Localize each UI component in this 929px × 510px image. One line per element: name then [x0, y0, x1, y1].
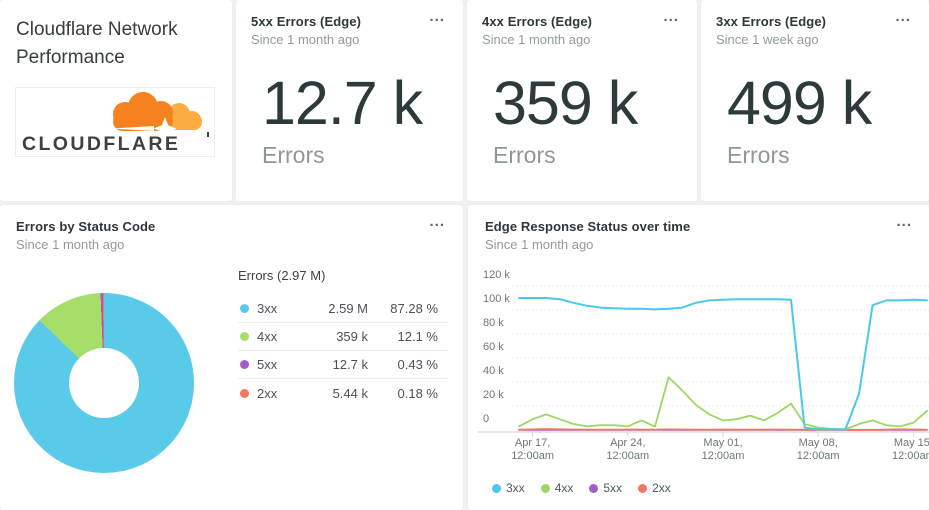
x-tick-label-time: 12:00am: [606, 450, 649, 462]
logo-trademark-tick: [207, 132, 209, 137]
y-tick-label: 80 k: [483, 317, 504, 329]
legend-item-3xx[interactable]: 3xx: [492, 481, 525, 495]
card-menu-icon[interactable]: ...: [663, 8, 679, 25]
line-card-title: Edge Response Status over time: [485, 219, 691, 234]
x-tick-label-date: Apr 17,: [515, 437, 550, 449]
facet-label: 2xx: [257, 385, 278, 401]
stat-value: 12.7 k: [262, 69, 423, 137]
facet-label: 4xx: [257, 329, 278, 344]
stat-unit: Errors: [493, 142, 556, 168]
pie-card-subtitle: Since 1 month ago: [16, 237, 125, 252]
y-tick-label: 20 k: [483, 389, 504, 401]
x-tick-label-time: 12:00am: [511, 450, 554, 462]
facet-row-3xx[interactable]: 3xx 2.59 M 87.28 %: [238, 295, 449, 323]
stat-card-subtitle: Since 1 week ago: [716, 32, 819, 47]
stat-card-subtitle: Since 1 month ago: [251, 32, 360, 47]
x-tick-label-date: May 08,: [799, 437, 838, 449]
line-card-subtitle: Since 1 month ago: [485, 237, 594, 252]
x-tick-label-time: 12:00am: [797, 450, 840, 462]
facet-percent: 87.28 %: [390, 301, 438, 316]
x-tick-label-date: Apr 24,: [610, 437, 645, 449]
series-color-dot: [240, 388, 249, 398]
card-menu-icon[interactable]: ...: [429, 8, 445, 25]
stat-value: 499 k: [727, 69, 872, 137]
facet-table-header: Errors (2.97 M): [238, 268, 326, 283]
facet-value: 12.7 k: [332, 357, 368, 372]
logo-star-icon: [112, 117, 177, 140]
y-tick-label: 0: [483, 413, 489, 425]
legend-item-4xx[interactable]: 4xx: [540, 481, 574, 495]
card-menu-icon[interactable]: ...: [895, 8, 911, 25]
donut-hole: [69, 348, 139, 418]
facet-row-5xx[interactable]: 5xx 12.7 k 0.43 %: [238, 351, 449, 379]
x-tick-label-date: May 01,: [703, 437, 742, 449]
y-tick-label: 60 k: [483, 341, 504, 353]
facet-label: 5xx: [257, 357, 278, 372]
legend-label: 5xx: [603, 481, 623, 495]
legend-label: 2xx: [652, 481, 671, 495]
cloudflare-logo: CLOUDFLARE: [15, 87, 215, 157]
facet-percent: 0.18 %: [397, 385, 438, 401]
legend-label: 3xx: [506, 481, 525, 495]
pie-card-title: Errors by Status Code: [16, 219, 156, 234]
errors-by-status-card: Errors by Status Code Since 1 month ago …: [0, 205, 463, 510]
series-line-4xx[interactable]: [518, 376, 928, 431]
logo-cloud-dark: [113, 92, 173, 131]
y-tick-label: 100 k: [483, 293, 510, 305]
facet-percent: 12.1 %: [397, 329, 438, 344]
legend-label: 4xx: [554, 481, 574, 495]
card-menu-icon[interactable]: ...: [896, 213, 912, 230]
facet-label: 3xx: [257, 301, 278, 316]
dashboard-title-card: Cloudflare Network Performance CLOUDFLAR…: [0, 0, 232, 201]
stat-card-3xx: 3xx Errors (Edge) Since 1 week ago ... 4…: [701, 0, 929, 201]
series-color-dot: [638, 483, 648, 493]
series-color-dot: [540, 483, 550, 493]
stat-card-title: 5xx Errors (Edge): [251, 14, 362, 29]
cloudflare-logo-image: CLOUDFLARE: [22, 92, 209, 155]
series-color-dot: [240, 360, 249, 369]
edge-response-card: Edge Response Status over time Since 1 m…: [468, 205, 929, 510]
dashboard-title: Cloudflare Network Performance: [16, 19, 178, 68]
y-tick-label: 40 k: [483, 365, 504, 377]
series-color-dot: [589, 483, 599, 493]
facet-row-2xx[interactable]: 2xx 5.44 k 0.18 %: [238, 379, 449, 407]
line-chart-legend: 3xx 4xx 5xx 2xx: [492, 481, 671, 495]
facet-rows: 3xx 2.59 M 87.28 % 4xx 359 k 12.1 % 5xx 12.7 k 0…: [238, 295, 449, 407]
series-color-dot: [492, 483, 501, 493]
logo-cloud-light: [168, 103, 202, 130]
facet-table: Errors (2.97 M) 3xx 2.59 M 87.28 % 4xx 359 k…: [238, 265, 449, 407]
x-tick-label-date: May 15,: [894, 437, 929, 449]
stat-card-4xx: 4xx Errors (Edge) Since 1 month ago ... …: [467, 0, 697, 201]
stat-card-title: 4xx Errors (Edge): [482, 14, 593, 29]
donut-chart[interactable]: [14, 293, 194, 473]
series-color-dot: [240, 304, 249, 313]
stat-unit: Errors: [727, 142, 790, 168]
facet-value: 5.44 k: [332, 385, 368, 401]
series-line-2xx[interactable]: [518, 428, 928, 431]
y-tick-label: 120 k: [483, 269, 510, 281]
stat-card-5xx: 5xx Errors (Edge) Since 1 month ago ... …: [236, 0, 463, 201]
legend-item-5xx[interactable]: 5xx: [589, 481, 622, 495]
series-color-dot: [240, 332, 249, 341]
stat-unit: Errors: [262, 142, 325, 168]
facet-value: 2.59 M: [328, 301, 368, 316]
stat-card-subtitle: Since 1 month ago: [482, 32, 591, 47]
legend-item-2xx[interactable]: 2xx: [638, 481, 671, 495]
stat-card-title: 3xx Errors (Edge): [716, 14, 827, 29]
series-line-3xx[interactable]: [518, 297, 928, 431]
x-tick-label-time: 12:00am: [702, 450, 745, 462]
facet-value: 359 k: [336, 329, 368, 344]
card-menu-icon[interactable]: ...: [429, 213, 445, 230]
facet-percent: 0.43 %: [397, 357, 438, 372]
x-tick-label-time: 12:00am: [892, 450, 929, 462]
facet-row-4xx[interactable]: 4xx 359 k 12.1 %: [238, 323, 449, 351]
stat-value: 359 k: [493, 69, 638, 137]
logo-wordmark: CLOUDFLARE: [22, 133, 180, 155]
